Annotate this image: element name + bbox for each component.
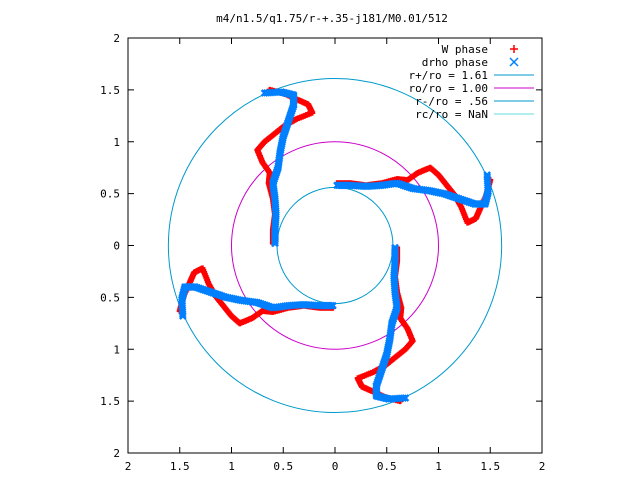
- y-tick-label: 0.5: [100, 188, 120, 201]
- drho-phase-point: [260, 89, 269, 97]
- x-tick-label: 0: [332, 460, 339, 473]
- drho-phase-point: [483, 173, 492, 181]
- chart-title: m4/n1.5/q1.75/r-+.35-j181/M0.01/512: [216, 12, 448, 25]
- y-tick-label: 1: [113, 136, 120, 149]
- x-tick-label: 0.5: [273, 460, 293, 473]
- reference-circles: [167, 77, 503, 414]
- legend-label: rc/ro = NaN: [415, 108, 488, 121]
- legend-marker: [510, 45, 518, 53]
- x-tick-label: 1.5: [170, 460, 190, 473]
- x-tick-label: 2: [125, 460, 132, 473]
- y-tick-label: 0: [113, 240, 120, 253]
- y-tick-label: 0.5: [100, 291, 120, 304]
- y-tick-label: 2: [113, 447, 120, 460]
- reference-circle: [167, 77, 503, 414]
- reference-circle: [276, 186, 394, 305]
- x-tick-label: 1: [228, 460, 235, 473]
- axis-ticks: 2 1.5 1 0.5 0 0.5 1 1.5 221.510.500.511.52: [100, 32, 545, 473]
- x-tick-label: 1: [435, 460, 442, 473]
- data-points: [176, 86, 494, 405]
- reference-circle: [231, 141, 439, 350]
- legend-label: r+/ro = 1.61: [409, 69, 488, 82]
- x-tick-label: 0.5: [377, 460, 397, 473]
- drho-phase-point: [178, 312, 187, 320]
- legend-label: drho phase: [422, 56, 488, 69]
- drho-phase-point: [399, 394, 408, 403]
- legend-label: W phase: [442, 43, 488, 56]
- x-tick-label: 2: [539, 460, 546, 473]
- y-tick-label: 1: [113, 343, 120, 356]
- legend-marker: [509, 57, 519, 67]
- y-tick-label: 1.5: [100, 84, 120, 97]
- y-tick-label: 1.5: [100, 395, 120, 408]
- drho-phase-point: [483, 171, 492, 179]
- drho-phase-point: [262, 88, 271, 97]
- legend-label: ro/ro = 1.00: [409, 82, 488, 95]
- drho-phase-point: [178, 310, 187, 318]
- legend-label: r-/ro = .56: [415, 95, 488, 108]
- y-tick-label: 2: [113, 32, 120, 45]
- x-tick-label: 1.5: [480, 460, 500, 473]
- drho-phase-point: [401, 394, 410, 402]
